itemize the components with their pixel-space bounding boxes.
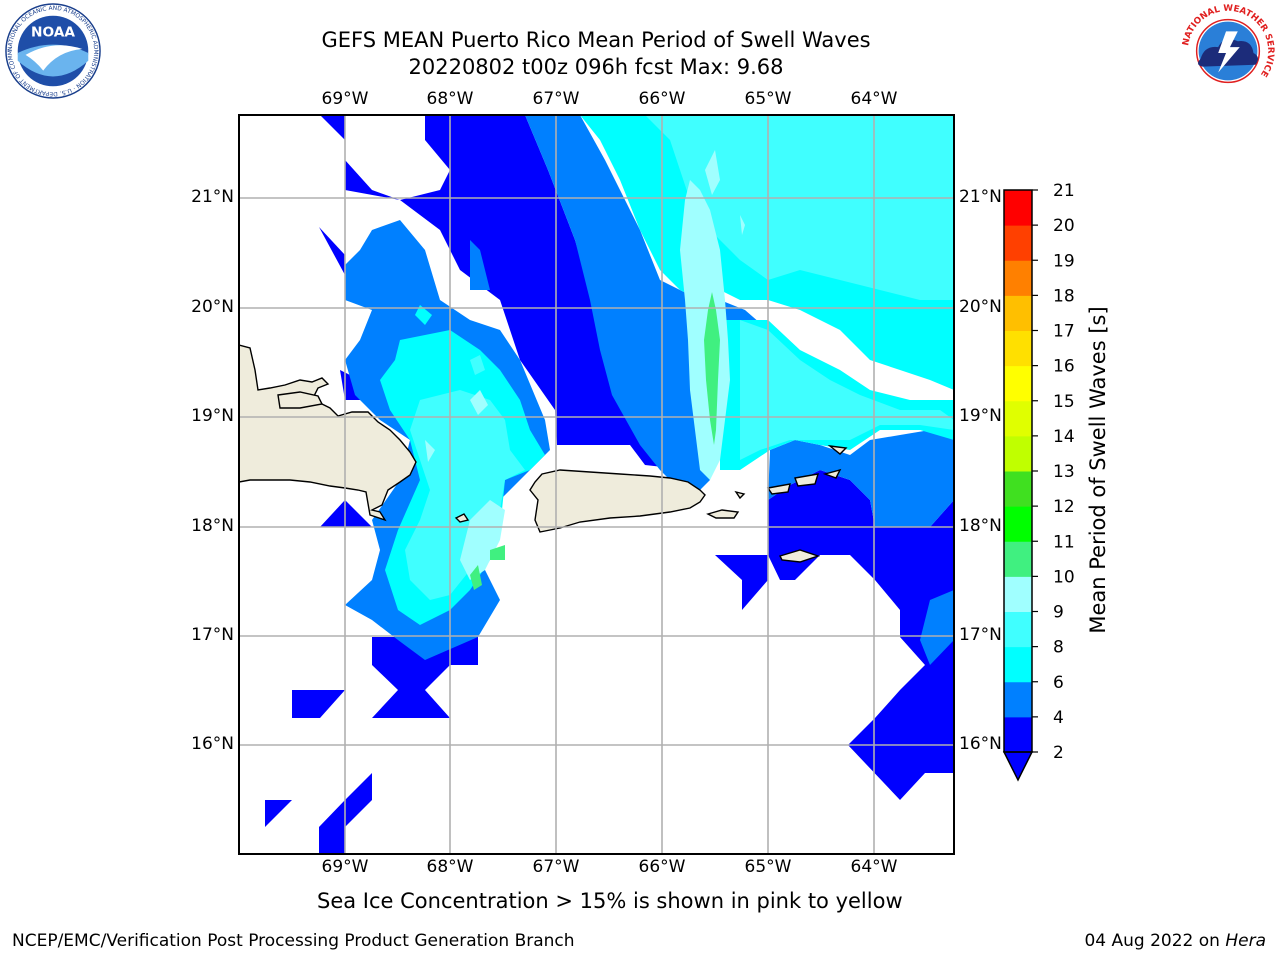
chart-subtitle-run: 20220802 t00z 096h fcst Max: 9.68 [408, 55, 784, 79]
colorbar-segment [1004, 506, 1032, 542]
lon-label-bottom-64w: 64°W [850, 857, 898, 877]
footer-host: Hera [1225, 931, 1266, 951]
noaa-logo: NATIONAL OCEANIC AND ATMOSPHERIC ADMINIS… [4, 2, 101, 99]
map-frame [238, 114, 955, 855]
colorbar-segment [1004, 681, 1032, 718]
island-virgin-gorda [822, 468, 842, 479]
colorbar-tick-label: 16 [1053, 357, 1075, 377]
lat-label-left-16n: 16°N [191, 734, 234, 754]
colorbar-segment [1004, 646, 1032, 683]
colorbar-segment [1004, 295, 1032, 331]
colorbar-tick-label: 8 [1053, 638, 1064, 658]
lon-label-bottom-65w: 65°W [744, 857, 792, 877]
colorbar: 2 4 6 8 9 10 11 12 13 14 15 16 17 18 19 20 21 [1002, 181, 1075, 782]
colorbar-title: Mean Period of Swell Waves [s] [1086, 306, 1110, 634]
colorbar-segment [1004, 471, 1032, 507]
colorbar-segment [1004, 435, 1032, 472]
map-gridlines [239, 115, 954, 854]
island-tortola [794, 473, 819, 487]
island-st-croix [779, 549, 821, 563]
lat-label-right-18n: 18°N [959, 516, 1002, 536]
island-anegada [827, 444, 848, 455]
lat-label-left-18n: 18°N [191, 516, 234, 536]
lon-label-bottom-66w: 66°W [638, 857, 686, 877]
lon-label-bottom-69w: 69°W [321, 857, 369, 877]
lon-label-top-65w: 65°W [744, 89, 792, 109]
sea-ice-note: Sea Ice Concentration > 15% is shown in … [317, 889, 903, 913]
lon-label-top-68w: 68°W [426, 89, 474, 109]
island-vieques [706, 509, 740, 519]
colorbar-tick-label: 18 [1053, 286, 1075, 306]
colorbar-tick-label: 9 [1053, 603, 1064, 623]
island-hispaniola [239, 344, 417, 522]
lat-label-left-19n: 19°N [191, 406, 234, 426]
island-mona [454, 513, 470, 523]
colorbar-segment [1004, 400, 1032, 437]
swell-contour-2-4 [265, 115, 954, 854]
island-hispaniola-tip [277, 391, 324, 409]
nws-logo: NATIONAL WEATHER SERVICE [1180, 4, 1275, 99]
lat-label-right-19n: 19°N [959, 406, 1002, 426]
colorbar-segment [1004, 611, 1032, 648]
swell-contour-8-9 [405, 115, 954, 600]
colorbar-tick-label: 10 [1053, 567, 1075, 587]
colorbar-tick-label: 12 [1053, 497, 1075, 517]
colorbar-tick-label: 2 [1053, 743, 1064, 763]
colorbar-segment [1004, 260, 1032, 296]
lon-label-bottom-68w: 68°W [426, 857, 474, 877]
colorbar-tick-label: 20 [1053, 216, 1075, 236]
lon-label-top-66w: 66°W [638, 89, 686, 109]
map-area [239, 115, 954, 854]
colorbar-segment [1004, 190, 1032, 226]
lon-label-top-69w: 69°W [321, 89, 369, 109]
footer-producer: NCEP/EMC/Verification Post Processing Pr… [12, 931, 575, 951]
lat-label-left-20n: 20°N [191, 297, 234, 317]
colorbar-tick-label: 11 [1053, 532, 1075, 552]
colorbar-segment [1004, 541, 1032, 577]
colorbar-segment [1004, 365, 1032, 402]
island-st-thomas [766, 483, 791, 495]
lat-label-right-17n: 17°N [959, 625, 1002, 645]
lon-label-top-67w: 67°W [532, 89, 580, 109]
noaa-logo-text: NOAA [31, 24, 75, 40]
lat-label-right-20n: 20°N [959, 297, 1002, 317]
colorbar-tick-label: 6 [1053, 673, 1064, 693]
lat-label-right-16n: 16°N [959, 734, 1002, 754]
colorbar-tick-label: 13 [1053, 462, 1075, 482]
colorbar-segment [1004, 330, 1032, 367]
colorbar-tick-label: 21 [1053, 181, 1075, 201]
colorbar-tick-label: 14 [1053, 427, 1075, 447]
island-culebra [734, 490, 746, 500]
footer-date: 04 Aug 2022 on Hera [1084, 931, 1266, 951]
colorbar-tick-label: 4 [1053, 708, 1064, 728]
lat-label-right-21n: 21°N [959, 187, 1002, 207]
swell-contour-10-11 [470, 292, 720, 590]
lat-label-left-17n: 17°N [191, 625, 234, 645]
swell-contour-9-10 [425, 150, 745, 580]
lon-label-bottom-67w: 67°W [532, 857, 580, 877]
colorbar-segment [1004, 576, 1032, 612]
colorbar-segment [1004, 716, 1032, 753]
colorbar-segment [1004, 225, 1032, 261]
colorbar-tick-label: 17 [1053, 322, 1075, 342]
colorbar-under-arrow [1002, 751, 1034, 782]
chart-title: GEFS MEAN Puerto Rico Mean Period of Swe… [321, 28, 871, 52]
colorbar-tick-label: 15 [1053, 392, 1075, 412]
lat-label-left-21n: 21°N [191, 187, 234, 207]
colorbar-tick-label: 19 [1053, 251, 1075, 271]
lon-label-top-64w: 64°W [850, 89, 898, 109]
footer-date-text: 04 Aug 2022 on [1084, 931, 1226, 951]
